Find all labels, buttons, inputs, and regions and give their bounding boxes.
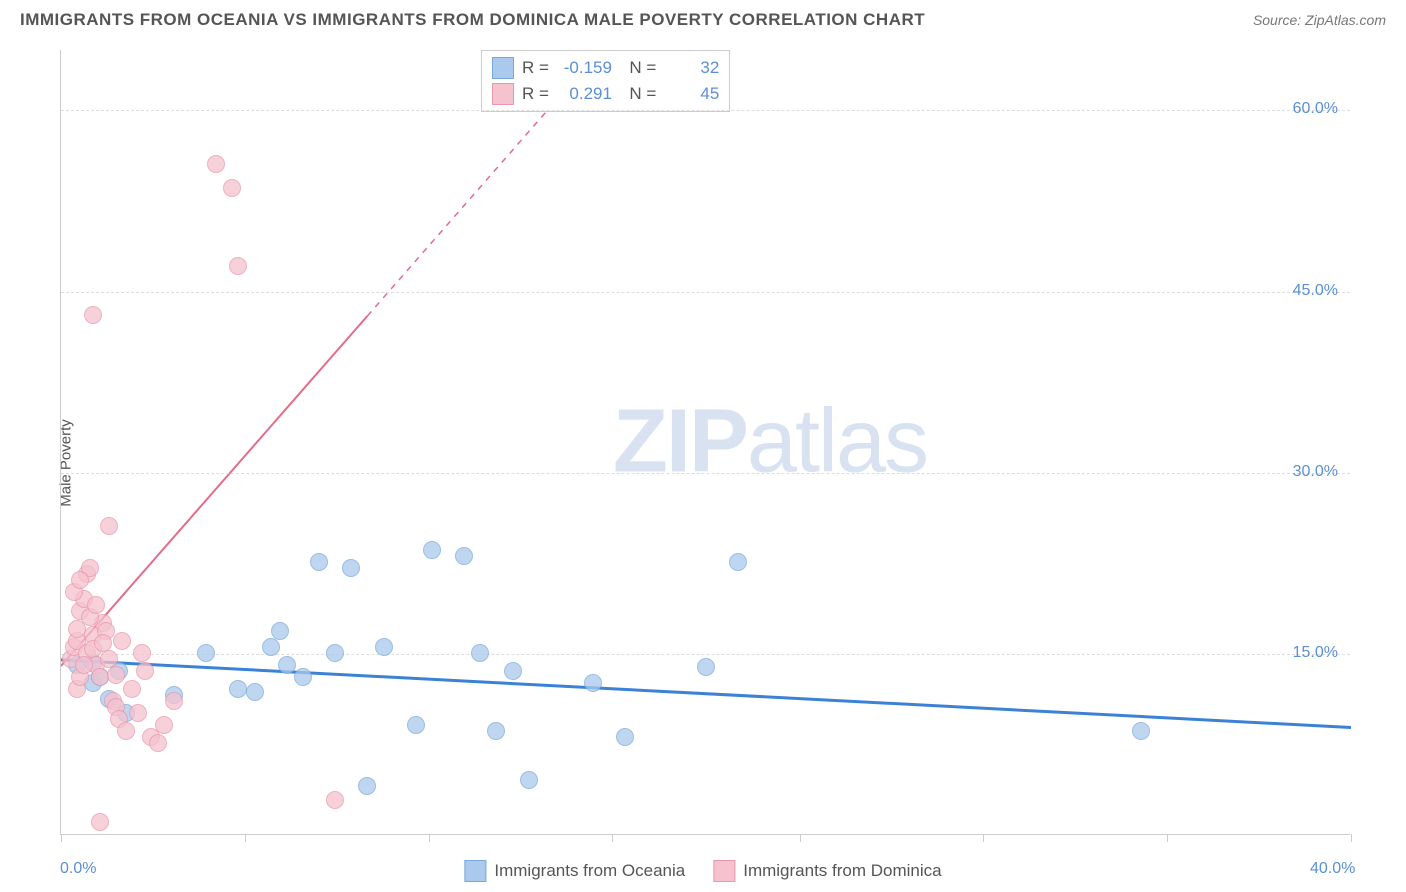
- x-tick: [983, 834, 984, 842]
- scatter-point-oceania: [520, 771, 538, 789]
- trendlines-svg: [61, 50, 1351, 835]
- scatter-point-dominica: [149, 734, 167, 752]
- scatter-point-dominica: [100, 517, 118, 535]
- x-tick-label: 40.0%: [1310, 860, 1355, 878]
- n-label: N =: [620, 58, 656, 78]
- scatter-point-oceania: [407, 716, 425, 734]
- scatter-point-oceania: [455, 547, 473, 565]
- scatter-point-dominica: [71, 571, 89, 589]
- scatter-point-dominica: [75, 656, 93, 674]
- scatter-point-oceania: [487, 722, 505, 740]
- r-label: R =: [522, 84, 549, 104]
- x-tick: [429, 834, 430, 842]
- scatter-point-dominica: [229, 257, 247, 275]
- scatter-point-oceania: [294, 668, 312, 686]
- scatter-point-oceania: [423, 541, 441, 559]
- gridline-h: [61, 292, 1350, 293]
- scatter-point-oceania: [278, 656, 296, 674]
- scatter-point-oceania: [197, 644, 215, 662]
- scatter-point-oceania: [697, 658, 715, 676]
- legend-label-dominica: Immigrants from Dominica: [743, 861, 941, 881]
- scatter-point-oceania: [310, 553, 328, 571]
- scatter-point-oceania: [1132, 722, 1150, 740]
- swatch-dominica-bottom: [713, 860, 735, 882]
- scatter-point-dominica: [87, 596, 105, 614]
- scatter-point-oceania: [246, 683, 264, 701]
- scatter-point-dominica: [223, 179, 241, 197]
- x-tick: [800, 834, 801, 842]
- n-value-oceania: 32: [664, 58, 719, 78]
- chart-title: IMMIGRANTS FROM OCEANIA VS IMMIGRANTS FR…: [20, 10, 925, 30]
- scatter-point-dominica: [129, 704, 147, 722]
- x-tick: [1167, 834, 1168, 842]
- stats-row-dominica: R = 0.291 N = 45: [492, 81, 719, 107]
- header: IMMIGRANTS FROM OCEANIA VS IMMIGRANTS FR…: [0, 0, 1406, 35]
- n-value-dominica: 45: [664, 84, 719, 104]
- scatter-point-oceania: [262, 638, 280, 656]
- scatter-point-oceania: [504, 662, 522, 680]
- y-tick-label: 45.0%: [1293, 282, 1338, 300]
- swatch-oceania-bottom: [464, 860, 486, 882]
- scatter-point-dominica: [107, 666, 125, 684]
- x-tick: [1351, 834, 1352, 842]
- bottom-legend: Immigrants from Oceania Immigrants from …: [464, 860, 941, 882]
- scatter-point-dominica: [84, 306, 102, 324]
- source-attribution: Source: ZipAtlas.com: [1253, 12, 1386, 28]
- watermark-zip: ZIP: [613, 392, 747, 492]
- x-tick: [245, 834, 246, 842]
- legend-label-oceania: Immigrants from Oceania: [494, 861, 685, 881]
- gridline-h: [61, 654, 1350, 655]
- scatter-point-dominica: [117, 722, 135, 740]
- gridline-h: [61, 110, 1350, 111]
- scatter-point-dominica: [91, 668, 109, 686]
- x-tick: [61, 834, 62, 842]
- scatter-point-dominica: [326, 791, 344, 809]
- x-tick: [612, 834, 613, 842]
- chart-container: Male Poverty ZIPatlas R = -0.159 N = 32 …: [0, 35, 1406, 890]
- legend-item-dominica: Immigrants from Dominica: [713, 860, 941, 882]
- scatter-point-dominica: [133, 644, 151, 662]
- scatter-point-dominica: [165, 692, 183, 710]
- plot-area: ZIPatlas R = -0.159 N = 32 R = 0.291 N =…: [60, 50, 1350, 835]
- scatter-point-dominica: [207, 155, 225, 173]
- scatter-point-dominica: [123, 680, 141, 698]
- scatter-point-dominica: [113, 632, 131, 650]
- r-value-oceania: -0.159: [557, 58, 612, 78]
- stats-row-oceania: R = -0.159 N = 32: [492, 55, 719, 81]
- scatter-point-dominica: [155, 716, 173, 734]
- scatter-point-oceania: [584, 674, 602, 692]
- scatter-point-oceania: [375, 638, 393, 656]
- scatter-point-oceania: [271, 622, 289, 640]
- legend-item-oceania: Immigrants from Oceania: [464, 860, 685, 882]
- r-value-dominica: 0.291: [557, 84, 612, 104]
- gridline-h: [61, 473, 1350, 474]
- scatter-point-oceania: [729, 553, 747, 571]
- swatch-dominica: [492, 83, 514, 105]
- y-tick-label: 30.0%: [1293, 463, 1338, 481]
- scatter-point-dominica: [136, 662, 154, 680]
- y-tick-label: 60.0%: [1293, 100, 1338, 118]
- x-tick-label: 0.0%: [60, 860, 96, 878]
- scatter-point-oceania: [616, 728, 634, 746]
- scatter-point-oceania: [358, 777, 376, 795]
- r-label: R =: [522, 58, 549, 78]
- scatter-point-dominica: [91, 813, 109, 831]
- y-tick-label: 15.0%: [1293, 644, 1338, 662]
- scatter-point-oceania: [471, 644, 489, 662]
- scatter-point-oceania: [342, 559, 360, 577]
- watermark-atlas: atlas: [747, 392, 927, 492]
- watermark: ZIPatlas: [613, 391, 927, 494]
- swatch-oceania: [492, 57, 514, 79]
- scatter-point-oceania: [326, 644, 344, 662]
- stats-legend: R = -0.159 N = 32 R = 0.291 N = 45: [481, 50, 730, 112]
- n-label: N =: [620, 84, 656, 104]
